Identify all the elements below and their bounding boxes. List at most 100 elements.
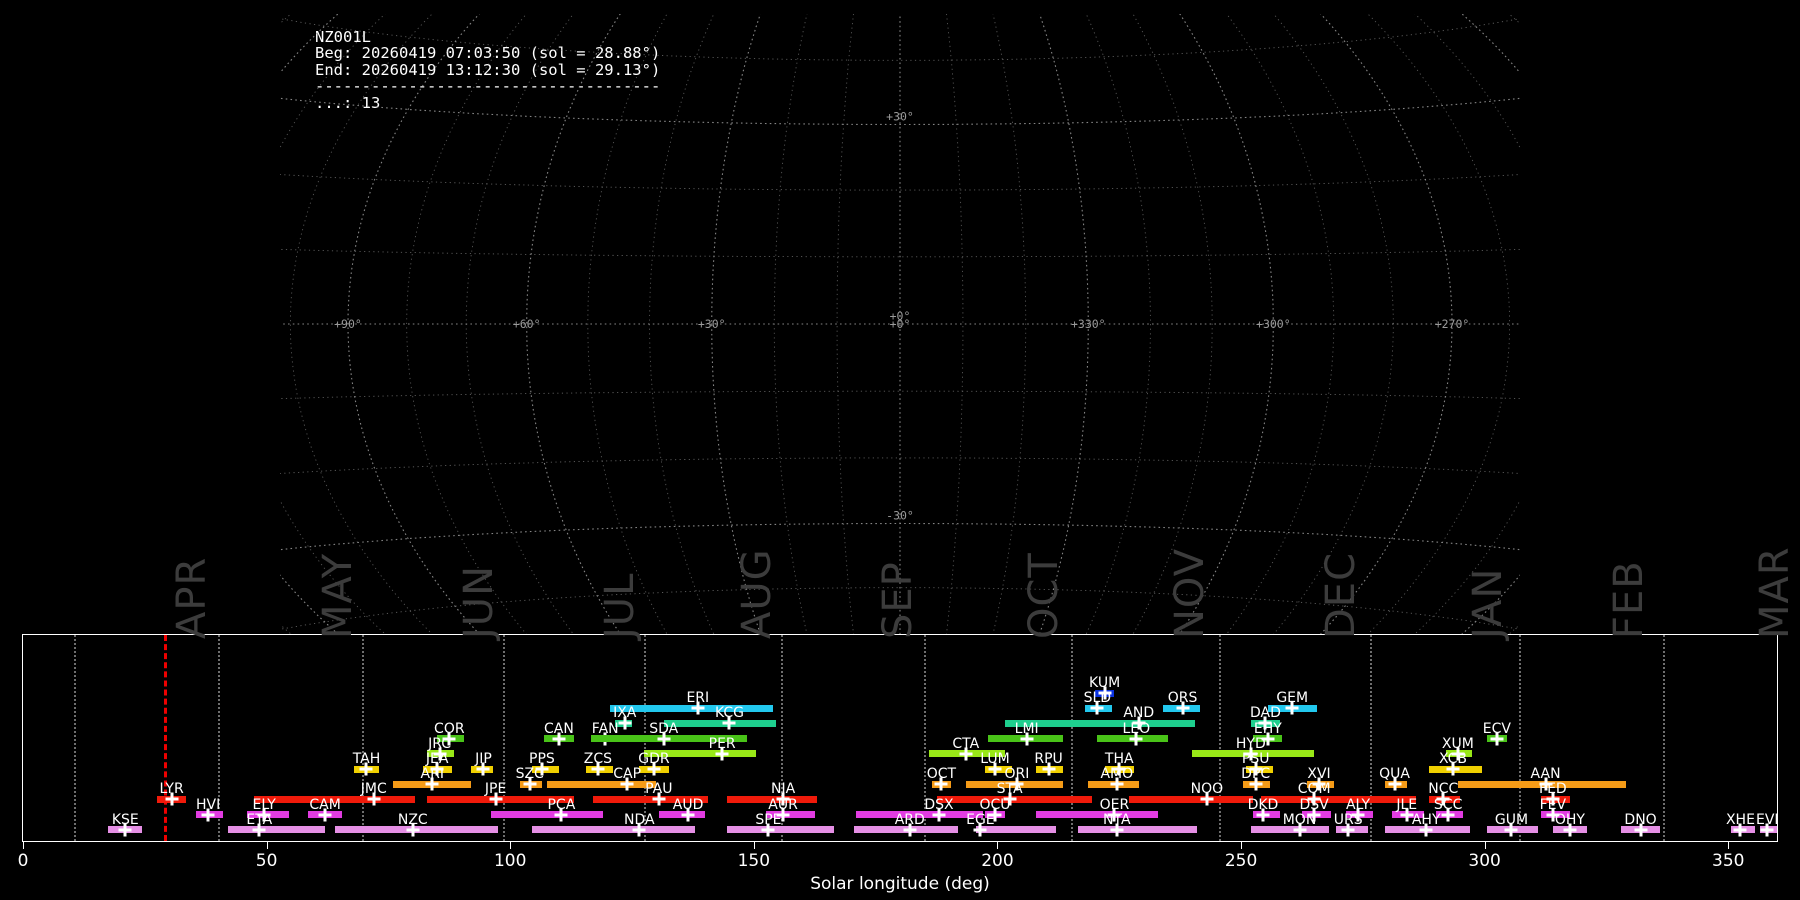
shower-label: SLD [1083,690,1112,707]
shower-label: KCG [714,705,744,722]
month-gridline [924,635,927,841]
month-label-may: MAY [314,552,361,639]
shower-label: IXA [613,705,637,722]
shower-bar[interactable] [644,750,757,758]
shower-bar[interactable] [546,780,657,788]
shower-bar[interactable] [254,795,416,803]
shower-peak-marker [1249,777,1263,791]
month-label-mar: MAR [1752,546,1799,639]
shower-peak-marker [722,716,736,730]
month-label-dec: DEC [1318,551,1365,639]
sky-lon-label: +90° [334,317,362,331]
shower-label: GDR [638,751,670,767]
shower-bar[interactable] [597,735,747,743]
shower-bar[interactable] [490,811,603,819]
shower-label: DAD [1249,705,1281,722]
sky-lat-label: +0° [890,309,911,323]
shower-label: XHE [1725,811,1755,828]
shower-bar[interactable] [1260,795,1417,803]
month-gridline [361,635,364,841]
shower-label: OCU [979,796,1011,813]
shower-bar[interactable] [1036,811,1159,819]
session-begin: Beg: 20260419 07:03:50 (sol = 28.88°) [315,44,661,63]
month-label-aug: AUG [733,548,780,639]
shower-bar[interactable] [663,719,776,727]
shower-label: SDA [649,720,679,737]
shower-bar[interactable] [856,811,983,819]
shower-label: SPE [755,811,782,828]
shower-label: JEA [425,751,449,767]
shower-label: EGE [966,811,995,828]
shower-label: ALY [1345,796,1371,813]
shower-label: ORI [1004,766,1030,783]
shower-label: AMO [1100,766,1134,783]
shower-label: AUR [768,796,798,813]
shower-bar[interactable] [1004,719,1195,727]
chart-plot-area: APR MAY JUN JUL AUG SEP OCT NOV DEC JAN FEB MAR KUM E… [23,546,1798,841]
shower-bar[interactable] [727,795,818,803]
month-gridline [502,635,505,841]
shower-peak-marker [715,747,729,761]
shower-peak-marker [973,823,987,837]
shower-peak-marker [1200,792,1214,806]
shower-peak-marker [591,762,605,776]
shower-peak-marker [1098,686,1112,700]
x-tick [1241,842,1243,849]
shower-bar[interactable] [593,795,708,803]
sky-lat-label: -30° [886,509,914,523]
shower-peak-marker [1760,823,1774,837]
month-gridline [1662,635,1665,841]
shower-label: OER [1099,796,1130,813]
shower-peak-marker [1307,792,1321,806]
shower-peak-marker [1419,823,1433,837]
shower-label: LYR [159,781,184,798]
shower-label: ELY [252,796,276,813]
x-axis-title: Solar longitude (deg) [810,874,990,894]
shower-peak-marker [932,808,946,822]
shower-bar[interactable] [227,826,326,834]
shower-label: XVI [1307,766,1331,783]
shower-label: NDA [624,811,655,828]
shower-peak-marker [1441,808,1455,822]
shower-bar[interactable] [532,826,696,834]
shower-label: XUM [1441,735,1474,752]
shower-bar[interactable] [727,826,835,834]
shower-peak-marker [1261,732,1275,746]
month-label-jan: JAN [1464,567,1511,639]
shower-bar[interactable] [766,811,815,819]
shower-label: ARI [420,766,444,783]
shower-peak-marker [618,716,632,730]
x-tick-label: 350 [1712,851,1745,871]
shower-label: PPS [529,751,555,767]
shower-bar[interactable] [1077,826,1198,834]
shower-peak-marker [201,808,215,822]
shower-label: OCT [926,766,957,783]
shower-peak-marker [1312,777,1326,791]
shower-peak-marker [988,762,1002,776]
shower-peak-marker [1446,762,1460,776]
shower-bar[interactable] [975,826,1056,834]
shower-bar[interactable] [1250,826,1329,834]
shower-peak-marker [959,747,973,761]
shower-activity-chart[interactable]: APR MAY JUN JUL AUG SEP OCT NOV DEC JAN FEB MAR KUM E… [22,546,1798,842]
shower-label: FEV [1539,796,1567,813]
shower-peak-marker [776,792,790,806]
month-label-apr: APR [168,556,215,639]
header-info: NZ001L Beg: 20260419 07:03:50 (sol = 28.8… [315,12,660,145]
shower-peak-marker [554,808,568,822]
shower-peak-marker [1490,732,1504,746]
shower-label: AHY [1411,811,1441,828]
shower-label: DPC [1241,766,1271,783]
shower-label: JPE [484,781,507,798]
shower-label: JLE [1396,796,1418,813]
shower-label: DKD [1247,796,1279,813]
month-label-jun: JUN [456,565,502,639]
shower-label: COR [434,720,465,737]
month-gridline [1370,635,1373,841]
shower-peak-marker [1258,716,1272,730]
shower-peak-marker [430,762,444,776]
sky-map-canvas: +90°+60°+30°+0°-30°-60°-90°+180°+150°+12… [280,14,1520,634]
shower-bar[interactable] [1128,795,1254,803]
shower-label: JMC [360,781,387,798]
shower-label: CTA [952,735,980,752]
